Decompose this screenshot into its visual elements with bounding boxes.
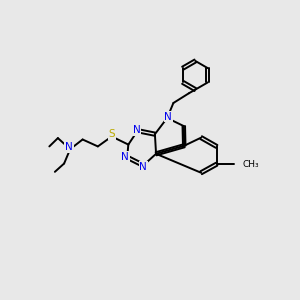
Text: N: N	[65, 142, 73, 152]
Text: N: N	[122, 152, 129, 162]
Text: N: N	[133, 125, 140, 135]
Text: N: N	[140, 161, 147, 172]
Text: S: S	[109, 129, 116, 139]
Text: N: N	[164, 112, 172, 122]
Text: CH₃: CH₃	[243, 160, 260, 169]
